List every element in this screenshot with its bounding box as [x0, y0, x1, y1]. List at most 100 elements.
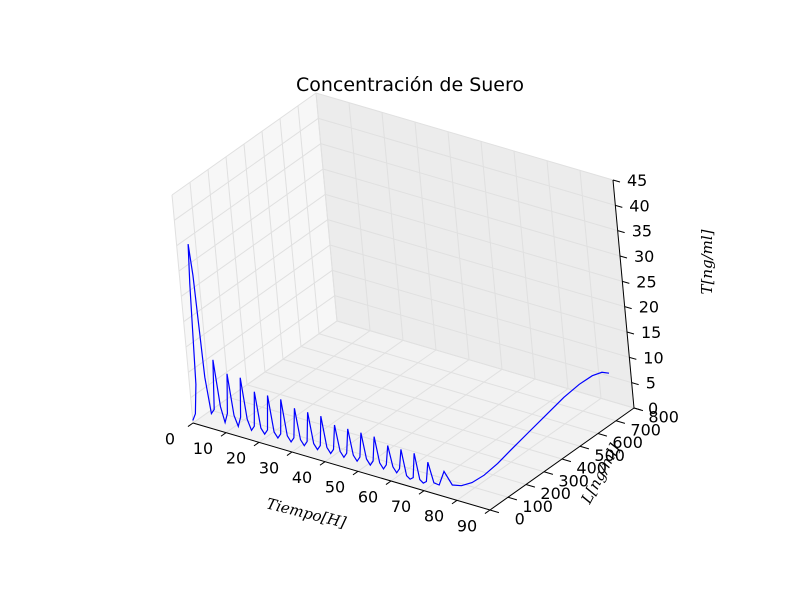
grid-line-y-floor [246, 384, 545, 473]
grid-line-z-back [329, 244, 628, 333]
back-pane [316, 93, 634, 408]
grid-line-z-left [181, 193, 326, 297]
grid-line-y-floor [282, 358, 581, 447]
z-tick-label: 15 [641, 323, 661, 342]
x-tick-label: 0 [165, 429, 175, 448]
x-tick-label: 80 [424, 507, 444, 526]
grid-line-z-left [176, 143, 321, 247]
z-tick-label: 45 [627, 171, 647, 190]
y-tick-label: 500 [594, 446, 625, 465]
x-tick [352, 470, 359, 476]
z-tick-label: 0 [648, 399, 658, 418]
y-tick-label: 0 [515, 510, 525, 529]
x-tick-label: 50 [325, 478, 345, 497]
y-tick [615, 420, 626, 424]
grid-line-y-left [297, 105, 320, 334]
grid-line-x-back [348, 102, 371, 331]
grid-line-z-back [327, 219, 625, 308]
y-tick [489, 509, 500, 514]
chart-title: Concentración de Suero [296, 74, 524, 96]
z-tick [622, 280, 630, 284]
grid-line-z-left [190, 295, 335, 399]
grid-line-z-left [171, 92, 317, 196]
grid-line-y-left [315, 92, 338, 322]
z-tick [629, 356, 637, 360]
y-tick-label: 600 [612, 433, 643, 452]
y-tick-label: 700 [630, 421, 661, 440]
z-tick [612, 179, 621, 183]
z-tick-label: 25 [636, 272, 656, 291]
grid-line-z-left [174, 117, 319, 221]
grid-line-x-back [414, 121, 437, 351]
grid-line-y-left [171, 194, 194, 424]
z-tick-label: 40 [629, 196, 649, 215]
x-tick-label: 10 [193, 439, 213, 458]
grid-line-y-left [261, 131, 284, 360]
grid-line-z-back [322, 168, 621, 257]
grid-line-z-back [318, 117, 616, 206]
y-tick-label: 300 [558, 472, 589, 491]
z-tick-label: 20 [639, 298, 659, 317]
z-tick-label: 35 [632, 222, 652, 241]
grid-line-z-left [188, 269, 333, 373]
grid-line-y-left [189, 182, 212, 411]
grid-line-x-back [381, 112, 404, 341]
y-tick [597, 433, 608, 437]
z-tick-label: 5 [646, 374, 656, 393]
grid-line-z-back [325, 193, 623, 282]
grid-line-x-back [513, 150, 536, 380]
grid-line-y-left [225, 156, 248, 385]
y-tick [525, 484, 536, 488]
x-tick-label: 60 [358, 487, 378, 506]
x-tick-label: 70 [391, 497, 411, 516]
x-tick-label: 30 [259, 458, 279, 477]
grid-line-y-floor [264, 371, 563, 460]
z-axis-label: T[ng/ml] [698, 229, 716, 294]
y-tick [507, 496, 518, 501]
x-tick [319, 461, 326, 466]
x-tick [187, 422, 194, 427]
y-tick-label: 100 [522, 497, 553, 516]
axis-panes [172, 93, 634, 510]
grid-line-z-left [183, 219, 328, 323]
z-tick [633, 407, 642, 411]
z-tick [631, 382, 639, 386]
x-tick-label: 40 [292, 468, 312, 487]
x-tick [253, 441, 260, 447]
grid-line-x-back [546, 160, 569, 389]
grid-line-z-back [332, 269, 630, 358]
z-tick-label: 30 [634, 247, 654, 266]
z-tick [617, 230, 625, 234]
x-tick [484, 509, 491, 514]
grid-line-x-back [579, 170, 602, 399]
y-tick [543, 471, 554, 475]
x-tick-label: 90 [457, 516, 477, 535]
x-axis-line [192, 422, 491, 511]
grid-line-z-back [336, 320, 635, 409]
z-tick [619, 255, 628, 259]
x-tick [418, 490, 425, 495]
grid-line-z-back [315, 92, 614, 181]
x-axis-label: Tiempo[H] [265, 495, 348, 532]
grid-line-y-floor [300, 346, 599, 434]
x-tick [220, 432, 227, 437]
grid-line-z-left [178, 168, 324, 272]
x-tick [451, 499, 458, 505]
y-tick-label: 200 [540, 484, 571, 503]
series-line [187, 244, 610, 487]
grid-line-z-left [192, 320, 338, 424]
z-axis-line [612, 179, 635, 409]
z-tick [626, 331, 635, 335]
grid-line-y-left [207, 169, 230, 398]
grid-line-x-back [480, 141, 503, 370]
z-tick [624, 306, 632, 310]
grid-line-y-floor [318, 333, 617, 422]
grid-line-x-back [447, 131, 470, 360]
y-tick [579, 445, 590, 450]
grid-line-y-floor [228, 397, 527, 485]
y-tick-label: 400 [576, 459, 607, 478]
grid-line-y-left [243, 143, 266, 373]
x-tick [385, 480, 392, 485]
